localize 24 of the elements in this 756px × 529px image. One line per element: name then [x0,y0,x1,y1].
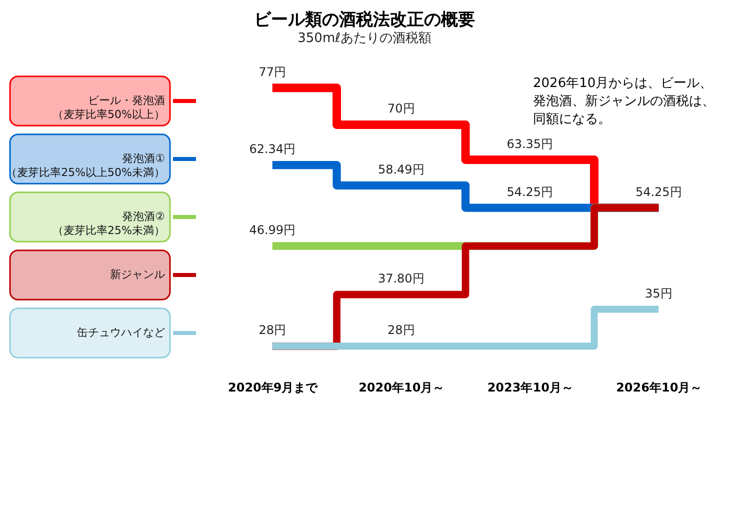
data-label: 35円 [644,286,672,300]
data-label: 28円 [258,323,286,338]
data-label: 37.80円 [378,272,424,286]
x-tick-label: 2023年10月～ [487,380,574,394]
annotation: 2026年10月からは、ビール、発泡酒、新ジャンルの酒税は、同額になる。 [533,76,715,127]
data-label: 63.35円 [506,136,554,151]
legend-label: ビール・発泡酒（麦芽比率50%以上） [52,94,165,121]
data-label: 58.49円 [378,162,424,176]
data-label: 54.25円 [635,184,682,199]
x-tick-label: 2020年10月～ [358,380,445,394]
legend-label: 新ジャンル [110,268,165,281]
legend-label: 発泡酒①（麦芽比率25%以上50%未満） [6,152,166,179]
chart-title: ビール類の酒税法改正の概要 [254,10,476,30]
x-tick-label: 2020年9月まで [228,380,319,394]
data-label: 28円 [387,323,415,338]
legend-label: 缶チュウハイなど [77,326,165,339]
data-label: 46.99円 [249,223,296,238]
data-label: 70円 [387,102,415,116]
legend-label: 発泡酒②（麦芽比率25%未満） [52,210,166,237]
data-label: 62.34円 [249,142,296,156]
chart-subtitle: 350mℓあたりの酒税額 [298,30,432,46]
x-tick-label: 2026年10月～ [616,380,702,394]
data-label: 54.25円 [506,184,554,199]
data-label: 77円 [258,64,286,79]
